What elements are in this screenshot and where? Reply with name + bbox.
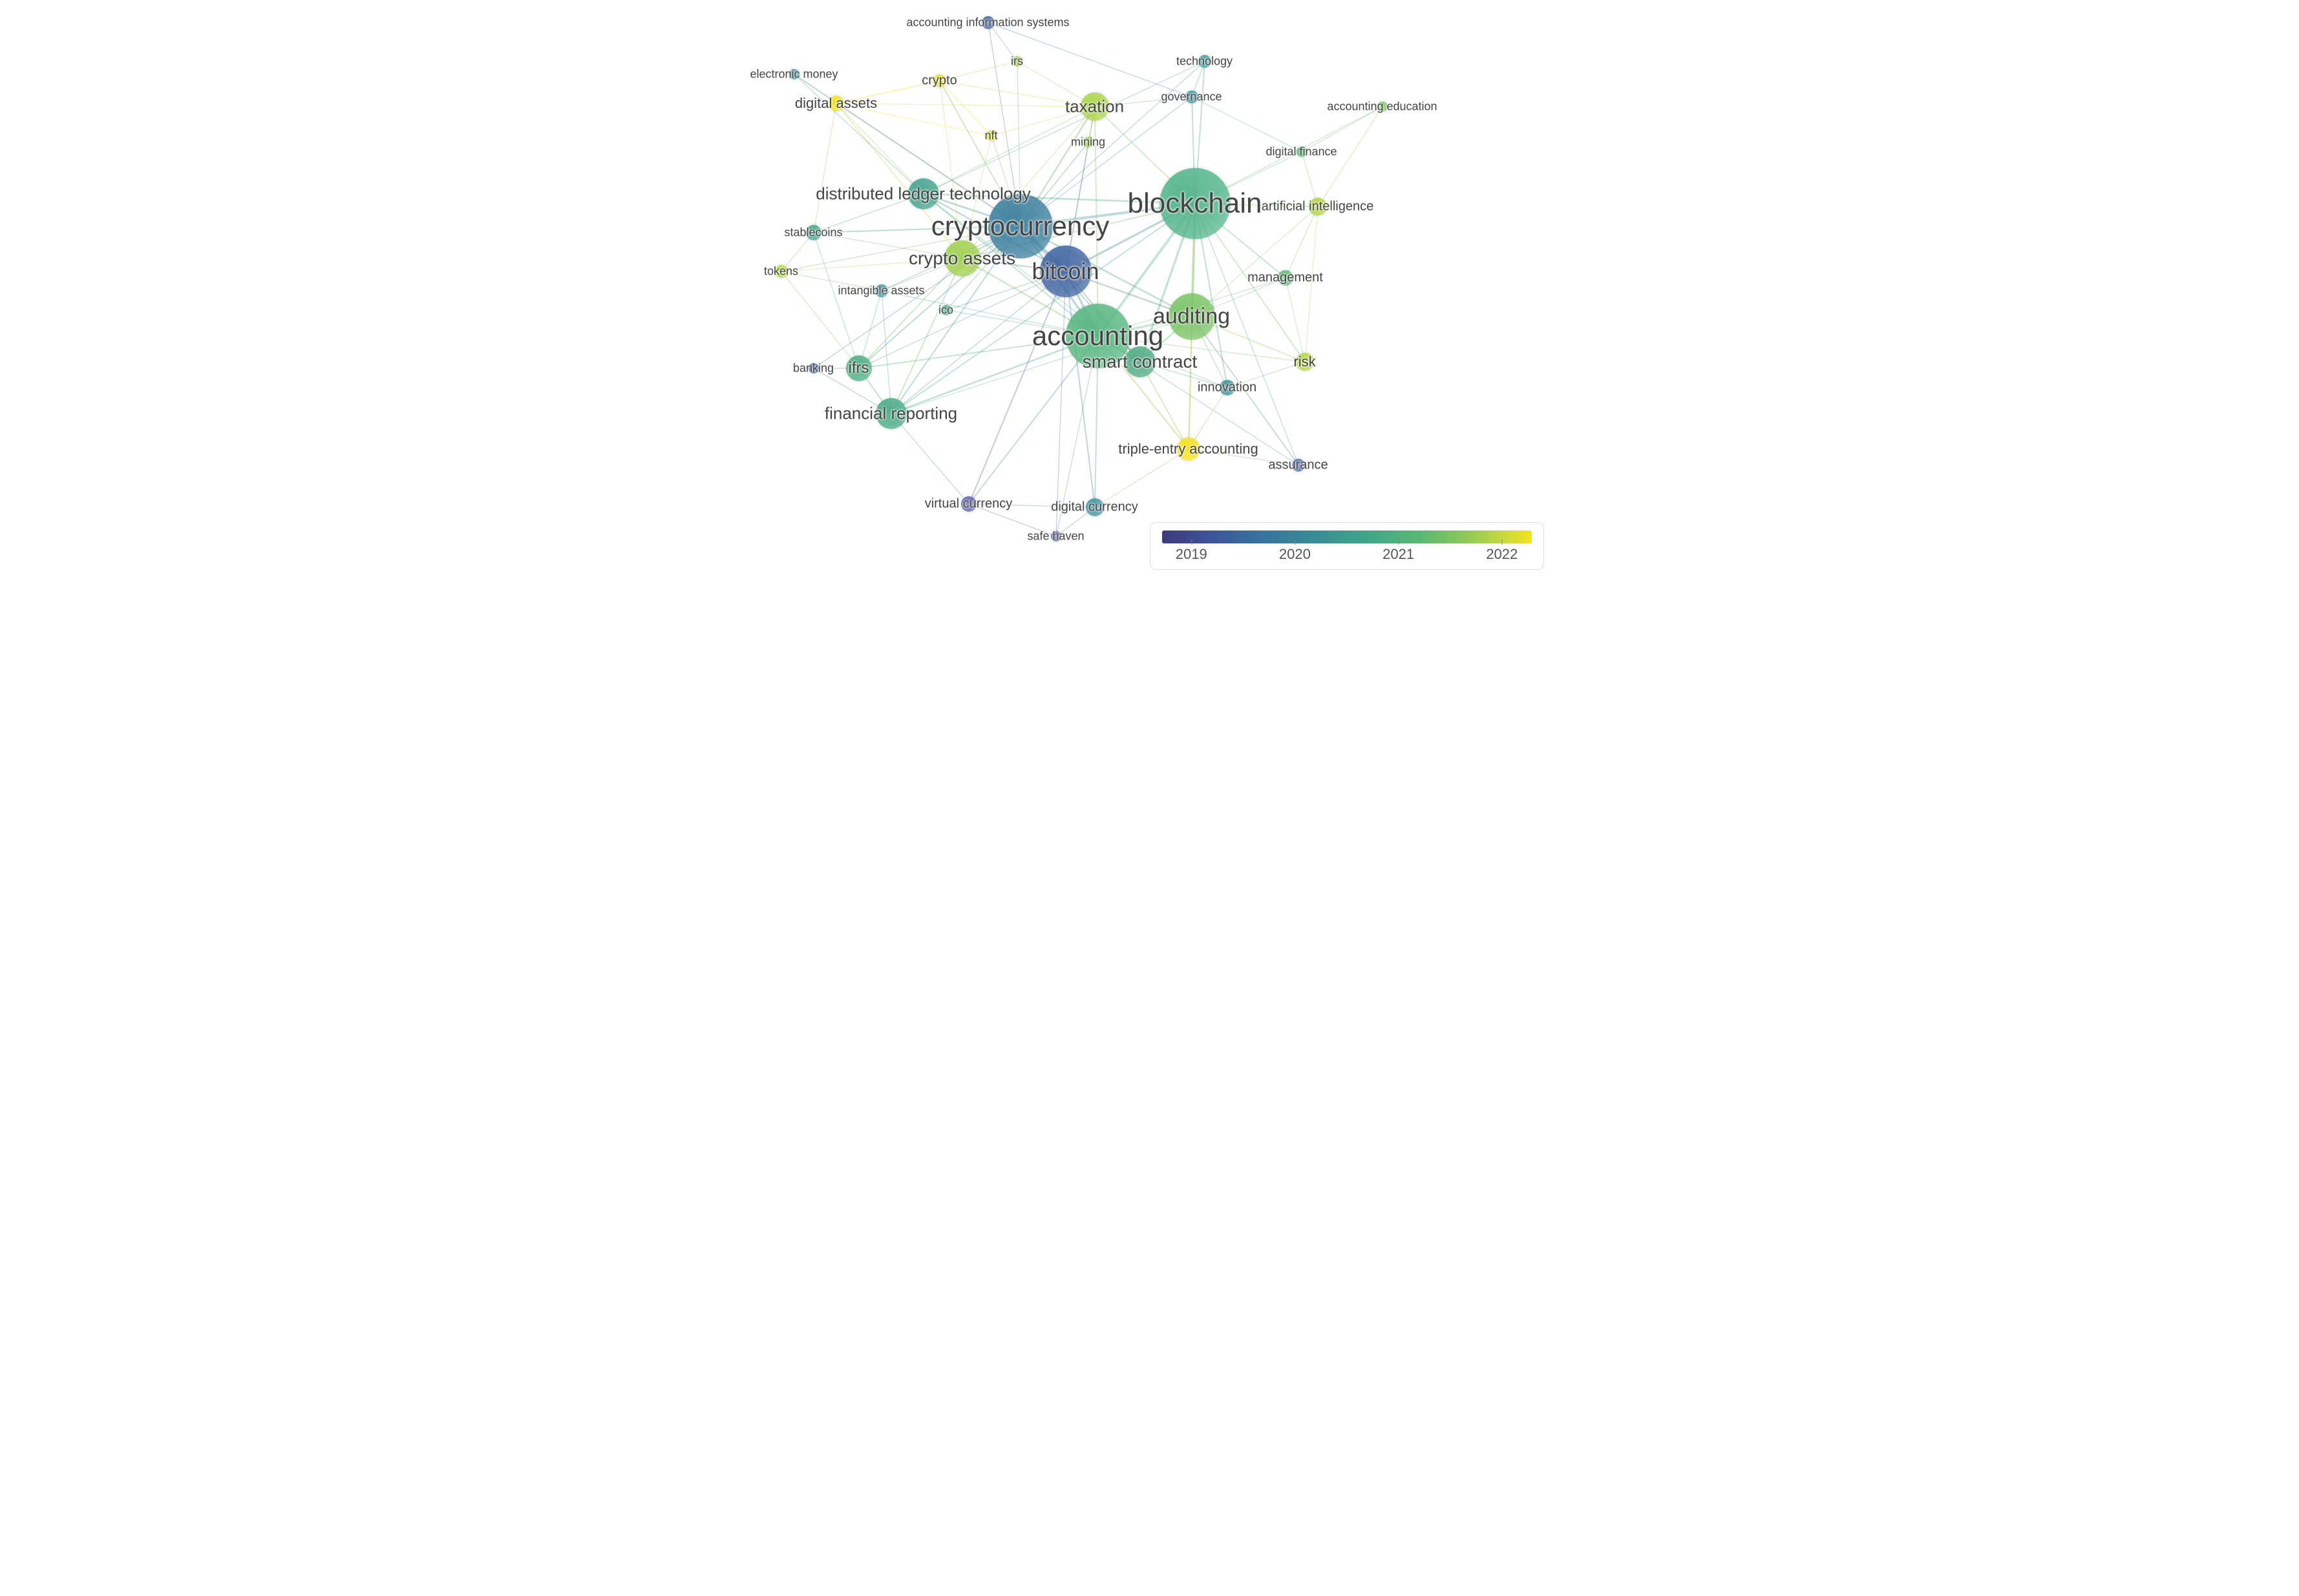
node-intangible[interactable]: intangible assets (875, 284, 888, 297)
node-label: blockchain (1128, 187, 1262, 220)
node-label: technology (1176, 55, 1233, 68)
node-management[interactable]: management (1278, 270, 1293, 286)
node-stablecoins[interactable]: stablecoins (806, 225, 821, 240)
edge (794, 74, 924, 194)
node-triple_entry[interactable]: triple-entry accounting (1177, 437, 1200, 461)
node-electronic_money[interactable]: electronic money (789, 69, 800, 79)
node-label: ico (938, 304, 953, 317)
node-label: crypto (922, 74, 957, 89)
node-label: ifrs (849, 359, 869, 377)
node-label: digital currency (1051, 500, 1138, 515)
node-dlt[interactable]: distributed ledger technology (908, 178, 939, 209)
node-label: financial reporting (825, 404, 957, 424)
edge (1095, 449, 1189, 507)
node-label: nft (984, 129, 997, 143)
legend-tick: 2022 (1486, 546, 1518, 563)
node-label: mining (1071, 136, 1105, 149)
edge (814, 233, 859, 368)
node-digital_assets[interactable]: digital assets (829, 96, 844, 111)
node-banking[interactable]: banking (809, 363, 819, 373)
node-bitcoin[interactable]: bitcoin (1040, 246, 1092, 297)
edge (891, 258, 962, 414)
node-label: auditing (1153, 304, 1230, 330)
node-ifrs[interactable]: ifrs (846, 355, 872, 381)
node-label: stablecoins (784, 226, 842, 240)
node-taxation[interactable]: taxation (1081, 92, 1109, 121)
node-label: management (1247, 271, 1323, 286)
node-label: digital assets (795, 95, 877, 112)
node-label: accounting education (1327, 100, 1437, 114)
node-label: safe haven (1027, 530, 1084, 543)
node-label: cryptocurrency (931, 211, 1109, 242)
node-label: governance (1161, 90, 1222, 104)
node-label: virtual currency (925, 497, 1013, 512)
node-label: taxation (1065, 97, 1124, 117)
node-accounting_edu[interactable]: accounting education (1377, 101, 1388, 112)
node-crypto[interactable]: crypto (933, 74, 946, 87)
edge (1056, 271, 1066, 536)
node-assurance[interactable]: assurance (1292, 459, 1305, 472)
node-smart_contract[interactable]: smart contract (1125, 346, 1156, 377)
node-governance[interactable]: governance (1185, 90, 1198, 103)
node-mining[interactable]: mining (1083, 137, 1094, 147)
node-label: digital finance (1266, 145, 1337, 159)
network-diagram: blockchaincryptocurrencyaccountingbitcoi… (736, 0, 1563, 575)
node-label: innovation (1198, 381, 1256, 395)
node-ico[interactable]: ico (941, 305, 951, 315)
edge (924, 107, 1095, 194)
legend-tick: 2020 (1279, 546, 1311, 563)
edge (1192, 97, 1302, 152)
node-digital_finance[interactable]: digital finance (1297, 147, 1307, 157)
edge (1286, 207, 1318, 278)
edge (814, 103, 836, 233)
legend-gradient-bar (1162, 530, 1532, 543)
node-label: accounting information systems (906, 16, 1069, 30)
node-label: smart contract (1083, 352, 1197, 372)
node-digital_currency[interactable]: digital currency (1086, 498, 1104, 516)
node-label: irs (1011, 55, 1023, 68)
node-blockchain[interactable]: blockchain (1160, 168, 1231, 239)
edge (1286, 278, 1305, 362)
node-label: tokens (764, 265, 798, 278)
node-label: bitcoin (1032, 258, 1099, 285)
node-technology[interactable]: technology (1198, 55, 1211, 68)
node-ais[interactable]: accounting information systems (982, 16, 995, 29)
node-label: distributed ledger technology (816, 184, 1030, 204)
node-label: intangible assets (838, 284, 924, 298)
node-label: banking (793, 362, 834, 375)
legend-tick: 2021 (1383, 546, 1414, 563)
node-nft[interactable]: nft (986, 131, 997, 141)
node-innovation[interactable]: innovation (1220, 380, 1235, 395)
node-safe_haven[interactable]: safe haven (1051, 531, 1061, 541)
node-label: assurance (1268, 458, 1328, 473)
node-label: triple-entry accounting (1118, 441, 1258, 457)
node-auditing[interactable]: auditing (1169, 293, 1215, 340)
legend-tick: 2019 (1176, 546, 1207, 563)
node-label: crypto assets (909, 248, 1015, 269)
legend-ticks: 2019 2020 2021 2022 (1162, 546, 1532, 565)
node-irs[interactable]: irs (1012, 56, 1022, 67)
node-crypto_assets[interactable]: crypto assets (944, 240, 980, 277)
node-virtual_currency[interactable]: virtual currency (961, 496, 977, 512)
edge (882, 291, 891, 414)
node-label: risk (1293, 353, 1315, 370)
node-ai[interactable]: artificial intelligence (1309, 198, 1327, 216)
node-financial_reporting[interactable]: financial reporting (876, 398, 907, 429)
node-label: artificial intelligence (1262, 200, 1373, 215)
node-tokens[interactable]: tokens (775, 265, 788, 278)
edge (940, 81, 991, 136)
node-label: electronic money (750, 68, 838, 81)
color-legend: 2019 2020 2021 2022 (1150, 522, 1544, 570)
node-risk[interactable]: risk (1296, 353, 1314, 371)
edge (969, 271, 1066, 504)
